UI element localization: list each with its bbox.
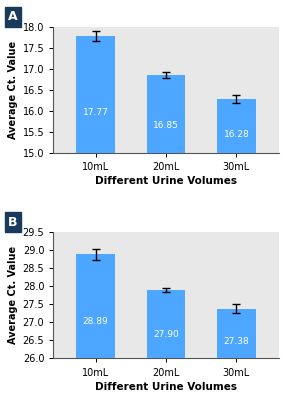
Text: B: B xyxy=(8,216,18,229)
Bar xyxy=(147,75,185,153)
Text: A: A xyxy=(8,10,18,23)
Bar xyxy=(76,36,115,153)
Bar xyxy=(147,290,185,358)
X-axis label: Different Urine Volumes: Different Urine Volumes xyxy=(95,382,237,392)
Text: 27.38: 27.38 xyxy=(224,336,249,346)
Text: 17.77: 17.77 xyxy=(83,108,108,116)
Text: 27.90: 27.90 xyxy=(153,330,179,339)
Bar xyxy=(217,309,256,358)
Bar xyxy=(217,99,256,153)
Bar xyxy=(76,254,115,358)
Y-axis label: Average Ct. Value: Average Ct. Value xyxy=(8,41,18,139)
Text: 28.89: 28.89 xyxy=(83,318,108,326)
Y-axis label: Average Ct. Value: Average Ct. Value xyxy=(8,246,18,344)
Text: 16.28: 16.28 xyxy=(224,130,249,138)
X-axis label: Different Urine Volumes: Different Urine Volumes xyxy=(95,176,237,186)
Text: 16.85: 16.85 xyxy=(153,121,179,130)
